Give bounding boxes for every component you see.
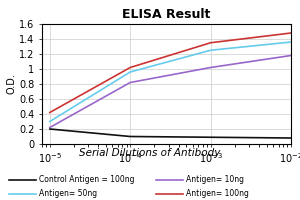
- Text: Antigen= 100ng: Antigen= 100ng: [186, 190, 249, 198]
- Antigen= 50ng: [48, 120, 52, 123]
- Antigen= 10ng: [128, 81, 132, 84]
- Text: Serial Dilutions of Antibody: Serial Dilutions of Antibody: [79, 148, 221, 158]
- Title: ELISA Result: ELISA Result: [122, 8, 211, 21]
- Control Antigen = 100ng: [48, 128, 52, 130]
- Antigen= 50ng: [209, 49, 212, 51]
- Y-axis label: O.D.: O.D.: [6, 74, 16, 94]
- Control Antigen = 100ng: [209, 136, 212, 138]
- Antigen= 10ng: [48, 126, 52, 129]
- Antigen= 100ng: [209, 42, 212, 44]
- Antigen= 100ng: [48, 111, 52, 114]
- Control Antigen = 100ng: [289, 137, 293, 139]
- Antigen= 100ng: [128, 66, 132, 69]
- Text: Control Antigen = 100ng: Control Antigen = 100ng: [39, 176, 134, 184]
- Antigen= 50ng: [289, 41, 293, 43]
- Antigen= 10ng: [209, 66, 212, 69]
- Antigen= 10ng: [289, 54, 293, 57]
- Antigen= 50ng: [128, 71, 132, 73]
- Text: Antigen= 50ng: Antigen= 50ng: [39, 190, 97, 198]
- Line: Antigen= 10ng: Antigen= 10ng: [50, 55, 291, 128]
- Line: Antigen= 100ng: Antigen= 100ng: [50, 33, 291, 112]
- Text: Antigen= 10ng: Antigen= 10ng: [186, 176, 244, 184]
- Line: Control Antigen = 100ng: Control Antigen = 100ng: [50, 129, 291, 138]
- Antigen= 100ng: [289, 32, 293, 34]
- Line: Antigen= 50ng: Antigen= 50ng: [50, 42, 291, 121]
- Control Antigen = 100ng: [128, 135, 132, 138]
